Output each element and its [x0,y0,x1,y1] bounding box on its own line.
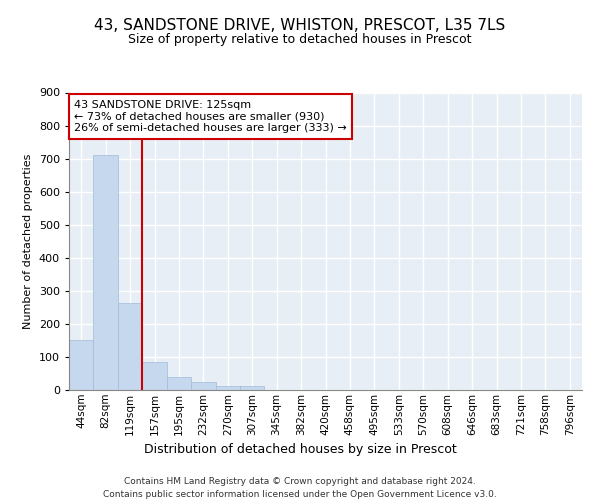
Text: Contains HM Land Registry data © Crown copyright and database right 2024.: Contains HM Land Registry data © Crown c… [124,478,476,486]
Text: 43 SANDSTONE DRIVE: 125sqm
← 73% of detached houses are smaller (930)
26% of sem: 43 SANDSTONE DRIVE: 125sqm ← 73% of deta… [74,100,347,133]
Bar [191,382,215,390]
Bar [215,386,240,390]
Text: Distribution of detached houses by size in Prescot: Distribution of detached houses by size … [143,442,457,456]
Text: Contains public sector information licensed under the Open Government Licence v3: Contains public sector information licen… [103,490,497,499]
Y-axis label: Number of detached properties: Number of detached properties [23,154,33,329]
Bar [167,378,191,390]
Text: Size of property relative to detached houses in Prescot: Size of property relative to detached ho… [128,32,472,46]
Bar [118,303,142,390]
Bar [69,340,94,390]
Bar [94,156,118,390]
Bar [142,362,167,390]
Bar [240,386,265,390]
Text: 43, SANDSTONE DRIVE, WHISTON, PRESCOT, L35 7LS: 43, SANDSTONE DRIVE, WHISTON, PRESCOT, L… [94,18,506,32]
